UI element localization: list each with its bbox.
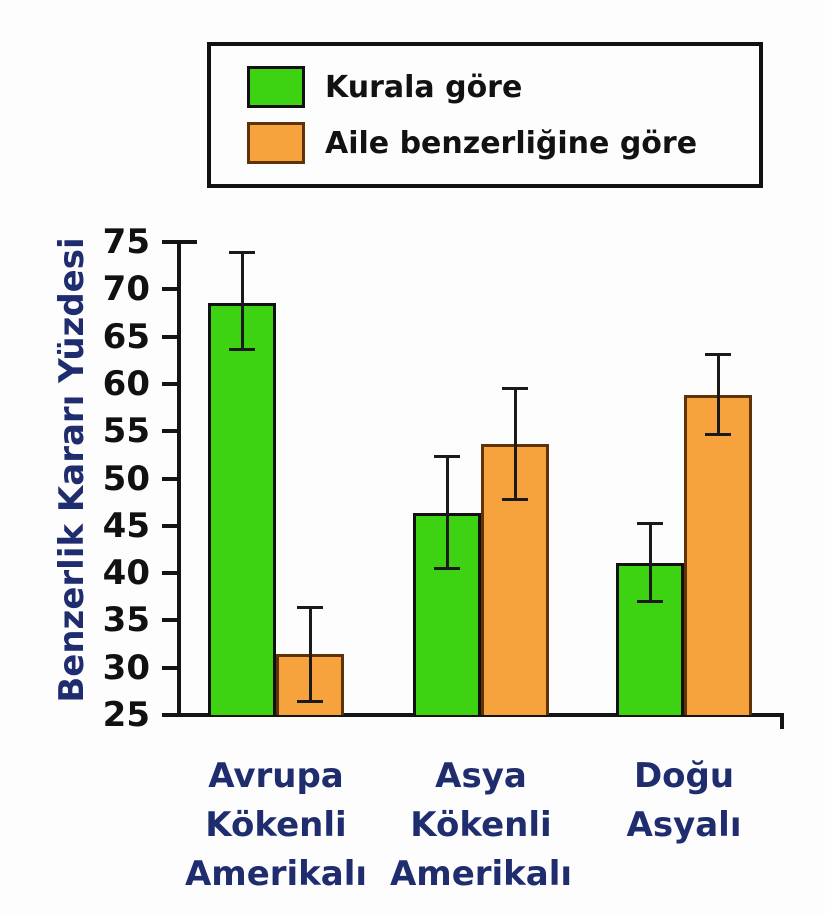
- legend-label: Aile benzerliğine göre: [325, 125, 698, 161]
- error-cap-top: [434, 454, 460, 458]
- bar-green-1: [208, 302, 276, 715]
- x-category-label-2: Asya Kökenli Amerikalı: [389, 756, 573, 894]
- x-axis-end-cap: [780, 713, 784, 729]
- error-bar-1-1: [240, 252, 244, 350]
- y-axis-top-cap: [177, 240, 197, 244]
- x-category-label-3: Doğu Asyalı: [626, 756, 742, 845]
- y-tick-45: [162, 523, 177, 528]
- y-tick-55: [162, 429, 177, 434]
- error-bar-3-1: [648, 522, 652, 603]
- y-tick-50: [162, 476, 177, 481]
- x-axis-line: [177, 713, 784, 717]
- error-cap-top: [502, 386, 528, 390]
- error-cap-bottom: [637, 600, 663, 604]
- error-bar-1-2: [308, 607, 312, 702]
- legend-swatch-orange: [247, 122, 305, 164]
- y-tick-label-65: 65: [102, 316, 150, 357]
- y-tick-label-75: 75: [102, 222, 150, 262]
- y-axis-line: [177, 240, 181, 717]
- error-bar-2-1: [445, 455, 449, 570]
- error-cap-top: [705, 352, 731, 356]
- error-cap-bottom: [229, 347, 255, 351]
- error-cap-bottom: [434, 567, 460, 571]
- legend-item-rule: Kurala göre: [247, 66, 759, 108]
- y-tick-75: [162, 240, 177, 244]
- y-tick-label-70: 70: [102, 269, 150, 310]
- legend-item-family: Aile benzerliğine göre: [247, 122, 759, 164]
- legend: Kurala göre Aile benzerliğine göre: [207, 42, 763, 188]
- y-tick-30: [162, 665, 177, 670]
- y-tick-label-30: 30: [102, 647, 150, 688]
- error-cap-top: [297, 606, 323, 610]
- y-tick-label-25: 25: [102, 695, 150, 735]
- legend-swatch-green: [247, 66, 305, 108]
- y-tick-label-35: 35: [102, 600, 150, 641]
- y-tick-40: [162, 571, 177, 576]
- bar-orange-3: [684, 395, 752, 715]
- y-tick-label-50: 50: [102, 458, 150, 499]
- y-tick-label-45: 45: [102, 505, 150, 546]
- error-bar-3-2: [716, 353, 720, 435]
- error-cap-top: [637, 521, 663, 525]
- y-tick-label-60: 60: [102, 363, 150, 404]
- error-cap-bottom: [502, 498, 528, 502]
- y-tick-65: [162, 334, 177, 339]
- error-bar-2-2: [513, 387, 517, 501]
- y-axis-title: Benzerlik Kararı Yüzdesi: [52, 237, 92, 703]
- x-category-label-1: Avrupa Kökenli Amerikalı: [184, 756, 368, 894]
- y-tick-35: [162, 618, 177, 623]
- y-tick-label-55: 55: [102, 411, 150, 452]
- error-cap-bottom: [705, 432, 731, 436]
- y-tick-label-40: 40: [102, 553, 150, 594]
- y-tick-25: [162, 713, 177, 717]
- legend-label: Kurala göre: [325, 69, 523, 105]
- y-tick-70: [162, 287, 177, 292]
- error-cap-top: [229, 251, 255, 255]
- y-tick-60: [162, 381, 177, 386]
- error-cap-bottom: [297, 699, 323, 703]
